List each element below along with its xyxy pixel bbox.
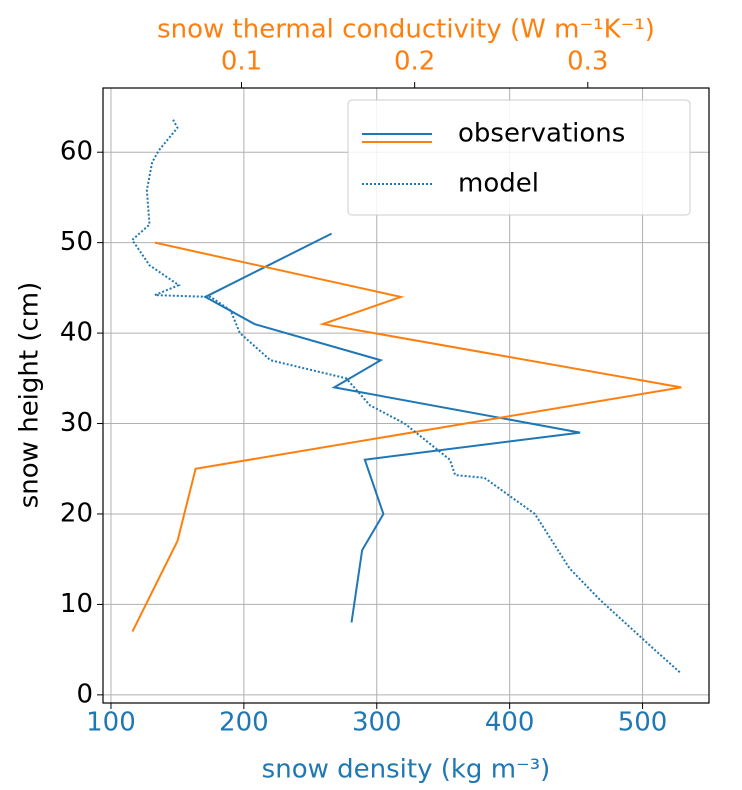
legend-label: observations	[458, 119, 625, 149]
x-tick-label: 300	[352, 708, 402, 738]
data-line	[203, 232, 581, 623]
y-tick-label: 20	[60, 498, 93, 528]
legend-label: model	[458, 169, 539, 199]
x-tick-label: 200	[219, 708, 269, 738]
x2-tick-label: 0.3	[567, 47, 608, 77]
plot-frame	[102, 87, 710, 704]
y-tick-label: 30	[60, 408, 93, 438]
data-line	[131, 241, 682, 632]
x2-tick-label: 0.2	[394, 47, 435, 77]
x-tick-label: 400	[485, 708, 535, 738]
y-tick-label: 40	[60, 318, 93, 348]
y-axis-label: snow height (cm)	[15, 282, 45, 509]
x-tick-label: 500	[618, 708, 668, 738]
y-tick-label: 50	[60, 227, 93, 257]
x-tick-label: 100	[86, 708, 136, 738]
y-tick-label: 60	[60, 137, 93, 167]
data-line	[130, 117, 681, 673]
y-tick-label: 10	[60, 589, 93, 619]
x2-tick-label: 0.1	[221, 47, 262, 77]
legend-box	[347, 99, 691, 216]
y-tick-label: 0	[76, 679, 93, 709]
x2-axis-label: snow thermal conductivity (W m⁻¹K⁻¹)	[157, 15, 655, 45]
x-axis-label: snow density (kg m⁻³)	[262, 755, 551, 785]
